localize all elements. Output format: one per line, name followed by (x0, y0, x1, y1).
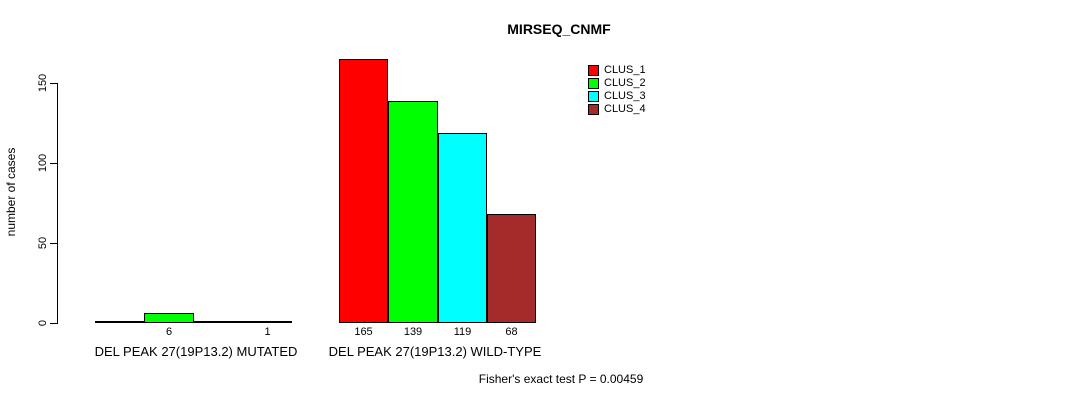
bar-clus_4 (243, 321, 292, 323)
legend-label: CLUS_2 (604, 77, 646, 89)
bar-value-label: 6 (165, 326, 173, 338)
legend-label: CLUS_4 (604, 103, 646, 115)
bar-value-label: 139 (403, 326, 423, 338)
y-tick-mark (50, 83, 57, 84)
legend: CLUS_1 CLUS_2 CLUS_3 CLUS_4 (588, 64, 646, 116)
bar-clus_3 (194, 321, 243, 323)
legend-swatch-clus_3 (588, 91, 599, 102)
legend-swatch-clus_2 (588, 78, 599, 89)
bar-value-label: 119 (453, 326, 472, 338)
legend-label: CLUS_3 (604, 90, 646, 102)
y-tick-label: 150 (37, 73, 49, 93)
bar-clus_2 (388, 101, 438, 323)
bar-clus_1 (95, 321, 144, 323)
y-tick-mark (50, 243, 57, 244)
group-label-wildtype: DEL PEAK 27(19P13.2) WILD-TYPE (328, 344, 542, 359)
bar-clus_2 (144, 313, 194, 323)
legend-swatch-clus_4 (588, 104, 599, 115)
y-tick-label: 50 (37, 236, 49, 250)
group-label-mutated: DEL PEAK 27(19P13.2) MUTATED (94, 344, 298, 359)
y-axis-line (57, 83, 58, 324)
bar-clus_3 (438, 133, 487, 323)
legend-item: CLUS_4 (588, 103, 646, 116)
bar-value-label: 68 (505, 326, 518, 338)
y-tick-label: 100 (37, 153, 49, 173)
legend-label: CLUS_1 (604, 64, 646, 76)
legend-item: CLUS_1 (588, 64, 646, 77)
bar-value-label: 1 (264, 326, 271, 338)
y-tick-mark (50, 323, 57, 324)
bar-clus_4 (487, 214, 536, 323)
y-tick-label: 0 (37, 319, 49, 327)
chart-title: MIRSEQ_CNMF (507, 21, 611, 37)
y-tick-mark (50, 163, 57, 164)
legend-swatch-clus_1 (588, 65, 599, 76)
y-axis-title: number of cases (4, 147, 18, 237)
bar-value-label: 165 (354, 326, 373, 338)
annotation-fisher-test: Fisher's exact test P = 0.00459 (478, 372, 644, 386)
legend-item: CLUS_2 (588, 77, 646, 90)
bar-clus_1 (339, 59, 388, 323)
legend-item: CLUS_3 (588, 90, 646, 103)
